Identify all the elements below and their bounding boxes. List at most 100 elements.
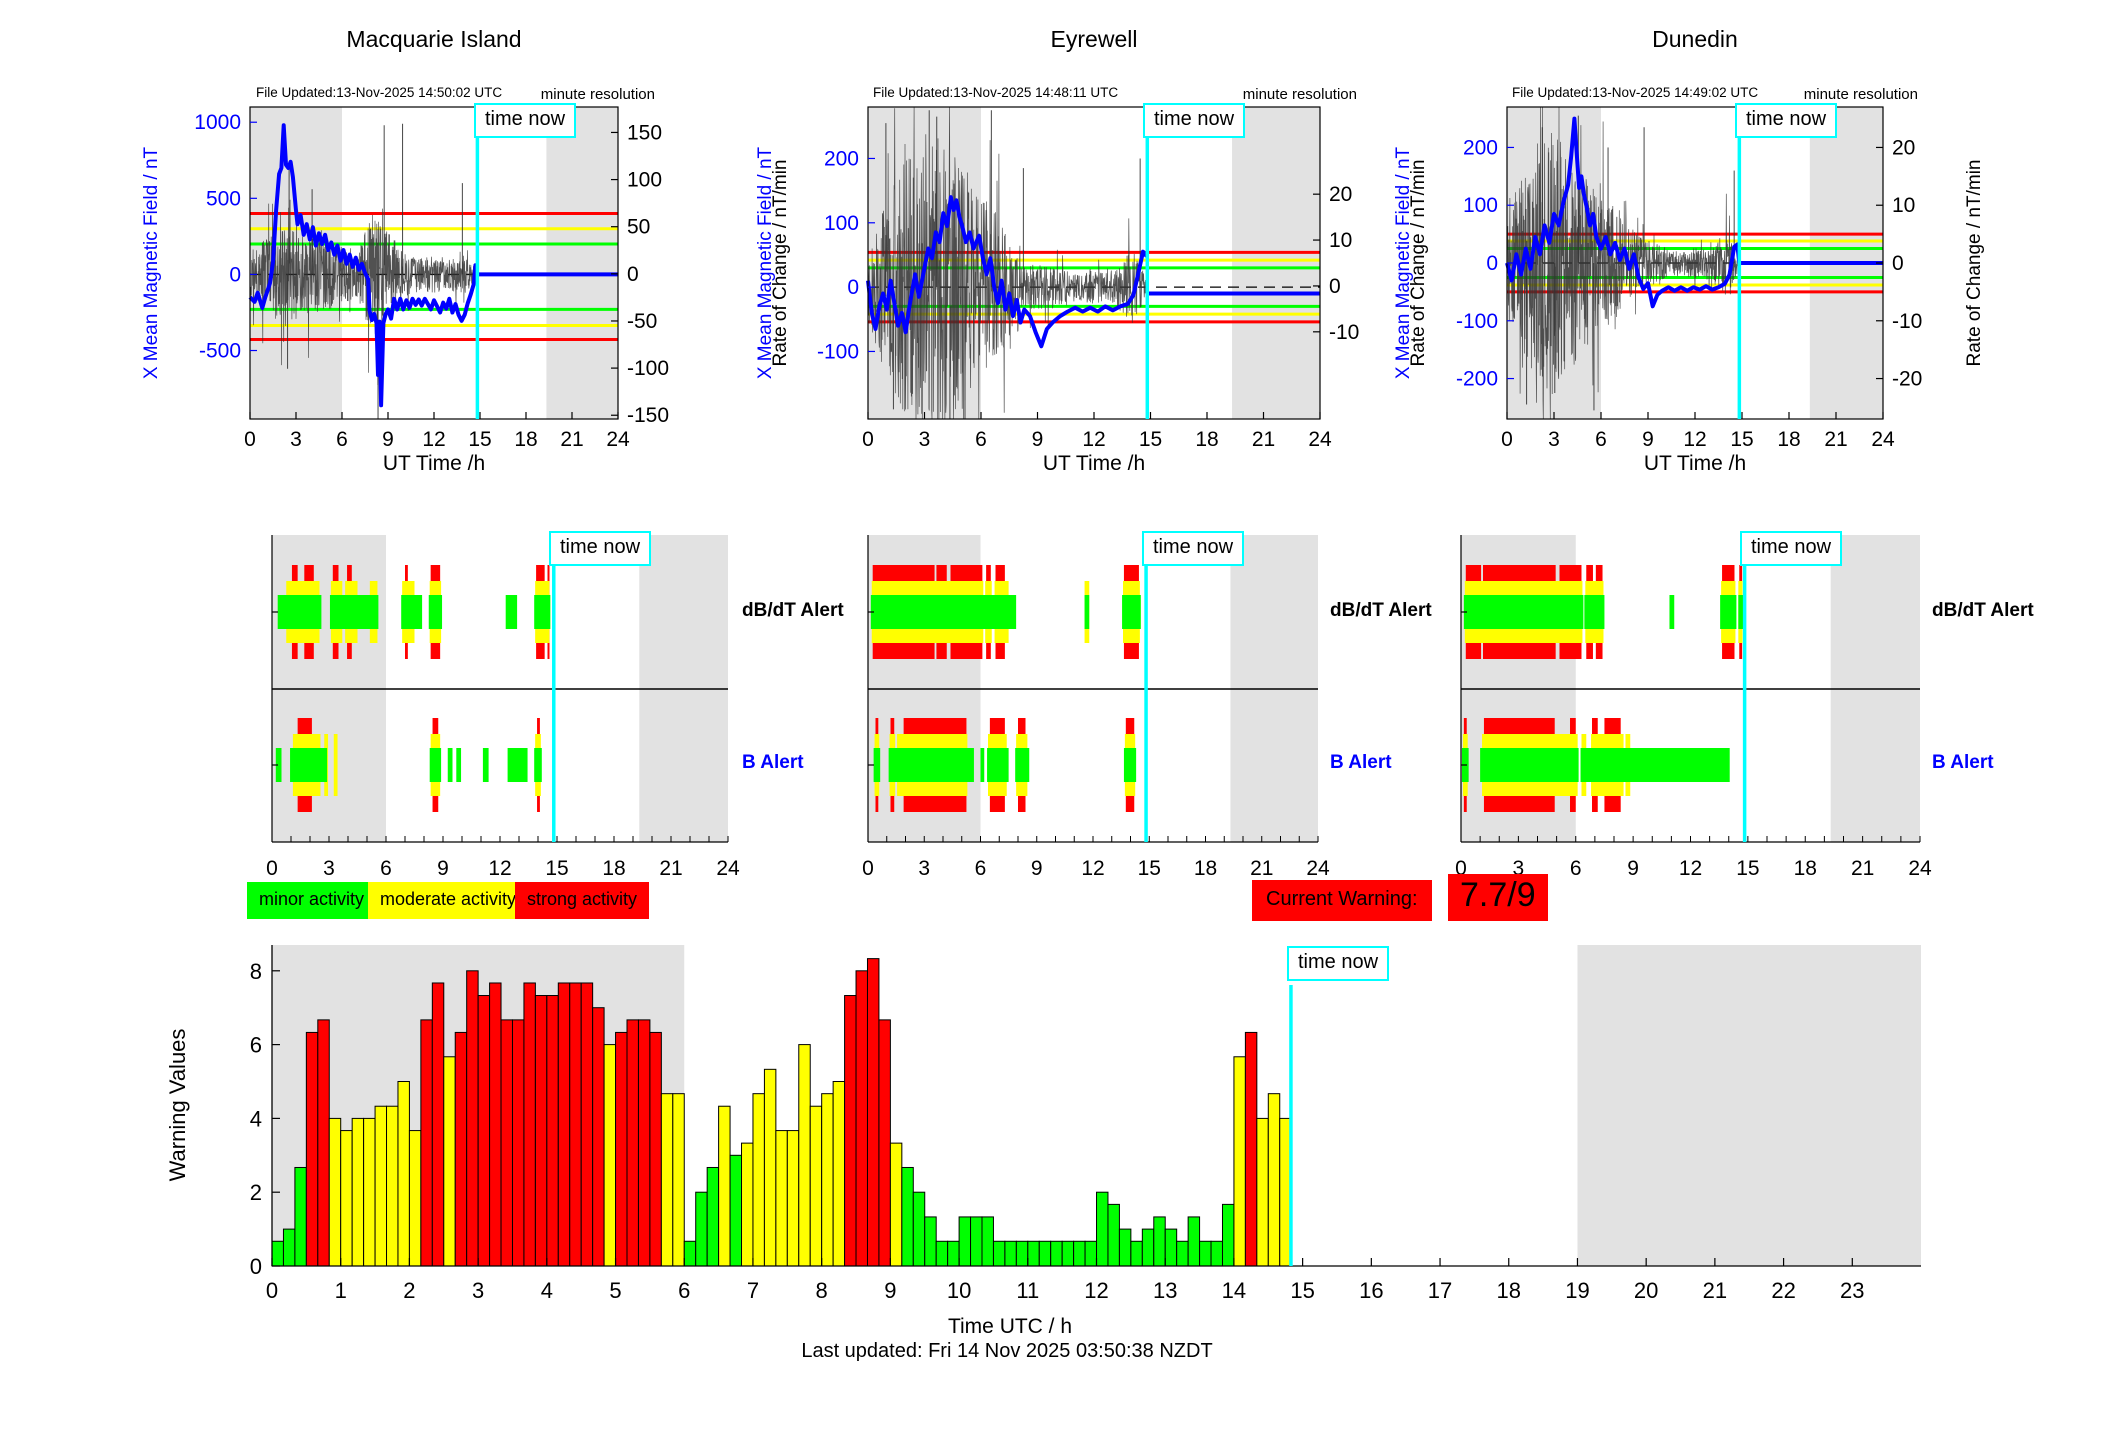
svg-text:-100: -100 bbox=[817, 340, 859, 363]
svg-text:0: 0 bbox=[1501, 428, 1513, 451]
svg-text:4: 4 bbox=[541, 1278, 553, 1303]
svg-text:4: 4 bbox=[250, 1106, 262, 1131]
svg-text:3: 3 bbox=[472, 1278, 484, 1303]
svg-text:3: 3 bbox=[1548, 428, 1560, 451]
svg-text:9: 9 bbox=[382, 428, 394, 451]
time-now-box-alert-dunedin: time now bbox=[1740, 531, 1843, 566]
svg-text:-500: -500 bbox=[199, 340, 241, 363]
svg-text:0: 0 bbox=[862, 428, 874, 451]
svg-text:-50: -50 bbox=[627, 310, 657, 333]
svg-text:-100: -100 bbox=[627, 357, 669, 380]
svg-text:24: 24 bbox=[1908, 857, 1932, 880]
svg-text:-10: -10 bbox=[1892, 310, 1922, 333]
svg-text:10: 10 bbox=[947, 1278, 971, 1303]
svg-text:6: 6 bbox=[678, 1278, 690, 1303]
svg-text:8: 8 bbox=[816, 1278, 828, 1303]
svg-text:15: 15 bbox=[1290, 1278, 1314, 1303]
current-warning-value: 7.7/9 bbox=[1448, 874, 1548, 921]
svg-text:21: 21 bbox=[1250, 857, 1273, 880]
dbdt-alert-label-macquarie: dB/dT Alert bbox=[742, 600, 844, 621]
svg-text:200: 200 bbox=[824, 147, 859, 170]
b-alert-label-eyrewell: B Alert bbox=[1330, 752, 1392, 773]
file-updated-eyrewell: File Updated:13-Nov-2025 14:48:11 UTC bbox=[873, 85, 1119, 100]
svg-text:3: 3 bbox=[919, 428, 931, 451]
svg-text:21: 21 bbox=[659, 857, 682, 880]
svg-text:11: 11 bbox=[1016, 1278, 1039, 1303]
svg-text:21: 21 bbox=[1824, 428, 1847, 451]
dbdt-alert-label-eyrewell: dB/dT Alert bbox=[1330, 600, 1432, 621]
svg-text:9: 9 bbox=[1032, 428, 1044, 451]
svg-text:0: 0 bbox=[1455, 857, 1467, 880]
svg-text:24: 24 bbox=[716, 857, 740, 880]
svg-text:10: 10 bbox=[1892, 194, 1915, 217]
svg-text:6: 6 bbox=[250, 1033, 262, 1058]
warning-values-ylabel: Warning Values bbox=[165, 1028, 190, 1182]
svg-text:3: 3 bbox=[290, 428, 302, 451]
legend-moderate-activity: moderate activity bbox=[368, 882, 529, 919]
station-title-macquarie: Macquarie Island bbox=[346, 26, 522, 52]
svg-text:23: 23 bbox=[1840, 1278, 1864, 1303]
plot-macquarie-island: 0 3 6 9 12 15 18 21 2410005000-500150100500-50-1… bbox=[194, 106, 669, 451]
time-now-box-plot-macquarie: time now bbox=[474, 103, 577, 138]
svg-text:9: 9 bbox=[1627, 857, 1639, 880]
svg-text:12: 12 bbox=[1081, 857, 1104, 880]
b-alert-label-macquarie: B Alert bbox=[742, 752, 804, 773]
svg-text:3: 3 bbox=[1513, 857, 1525, 880]
svg-text:0: 0 bbox=[266, 1278, 278, 1303]
svg-text:6: 6 bbox=[380, 857, 392, 880]
svg-text:12: 12 bbox=[422, 428, 445, 451]
svg-text:21: 21 bbox=[1252, 428, 1275, 451]
svg-text:100: 100 bbox=[824, 212, 859, 235]
svg-text:12: 12 bbox=[1683, 428, 1706, 451]
minute-resolution-macquarie: minute resolution bbox=[540, 86, 655, 103]
svg-text:7: 7 bbox=[747, 1278, 759, 1303]
svg-text:3: 3 bbox=[918, 857, 930, 880]
svg-text:21: 21 bbox=[1703, 1278, 1727, 1303]
svg-text:0: 0 bbox=[266, 857, 278, 880]
svg-text:-100: -100 bbox=[1456, 310, 1498, 333]
b-alert-label-dunedin: B Alert bbox=[1932, 752, 1994, 773]
svg-text:50: 50 bbox=[627, 216, 650, 239]
svg-text:0: 0 bbox=[1892, 252, 1904, 275]
svg-text:24: 24 bbox=[1871, 428, 1895, 451]
time-now-box-plot-dunedin: time now bbox=[1735, 103, 1838, 138]
svg-text:19: 19 bbox=[1565, 1278, 1589, 1303]
time-now-box-warning-chart: time now bbox=[1287, 946, 1390, 981]
time-now-box-alert-eyrewell: time now bbox=[1142, 531, 1245, 566]
yaxis-label-field-macquarie: X Mean Magnetic Field / nT bbox=[141, 146, 162, 380]
current-warning-label: Current Warning: bbox=[1252, 880, 1432, 921]
svg-text:18: 18 bbox=[602, 857, 625, 880]
svg-text:0: 0 bbox=[847, 276, 859, 299]
svg-text:200: 200 bbox=[1463, 136, 1498, 159]
svg-text:0: 0 bbox=[250, 1254, 262, 1279]
svg-text:18: 18 bbox=[514, 428, 537, 451]
svg-text:17: 17 bbox=[1428, 1278, 1452, 1303]
svg-text:20: 20 bbox=[1892, 136, 1915, 159]
svg-text:13: 13 bbox=[1153, 1278, 1177, 1303]
legend-minor-activity: minor activity bbox=[247, 882, 377, 919]
svg-text:100: 100 bbox=[1463, 194, 1498, 217]
svg-text:21: 21 bbox=[1851, 857, 1874, 880]
svg-text:21: 21 bbox=[560, 428, 583, 451]
svg-text:18: 18 bbox=[1194, 857, 1217, 880]
svg-text:15: 15 bbox=[1138, 857, 1161, 880]
svg-text:9: 9 bbox=[884, 1278, 896, 1303]
svg-text:1: 1 bbox=[335, 1278, 347, 1303]
svg-text:12: 12 bbox=[1679, 857, 1702, 880]
svg-text:20: 20 bbox=[1634, 1278, 1658, 1303]
dbdt-alert-label-dunedin: dB/dT Alert bbox=[1932, 600, 2034, 621]
last-updated-text: Last updated: Fri 14 Nov 2025 03:50:38 N… bbox=[801, 1340, 1213, 1362]
svg-text:500: 500 bbox=[206, 187, 241, 210]
svg-text:0: 0 bbox=[1329, 275, 1341, 298]
svg-text:15: 15 bbox=[1736, 857, 1759, 880]
svg-text:18: 18 bbox=[1195, 428, 1218, 451]
yaxis-label-rate-eyrewell: Rate of Change / nT/min bbox=[1408, 159, 1429, 367]
station-title-dunedin: Dunedin bbox=[1652, 26, 1738, 52]
svg-text:18: 18 bbox=[1794, 857, 1817, 880]
svg-text:15: 15 bbox=[1139, 428, 1162, 451]
alerts-dunedin: 0 3 6 9 12 15 18 21 24 bbox=[1455, 535, 1932, 880]
svg-text:-150: -150 bbox=[627, 404, 669, 427]
